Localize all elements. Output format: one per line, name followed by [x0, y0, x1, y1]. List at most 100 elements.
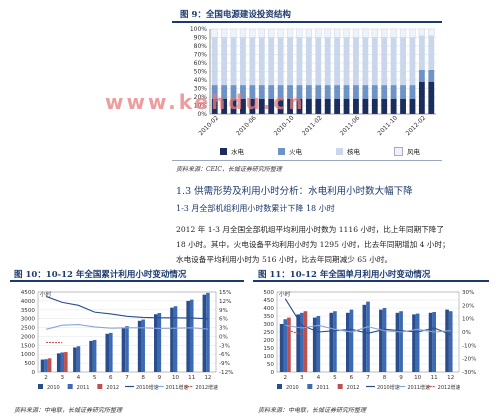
- fig9-bar-核电: [211, 37, 218, 86]
- y-right-tick-label: -12%: [219, 370, 233, 376]
- figure-9-x-ticks: 2010-02 2010-06 2010-10 2011-02 2011-06 2011-…: [197, 113, 436, 137]
- fig9-bar-核电: [258, 37, 265, 86]
- legend-hydro: 水电: [220, 146, 244, 156]
- fig9-bar-风电: [352, 28, 360, 38]
- fig9-bar-风电: [399, 28, 407, 38]
- fig9-bar-核电: [428, 35, 435, 70]
- bar-2011: [399, 311, 403, 372]
- fig9-bar-水电: [240, 98, 246, 114]
- fig9-bar-风电: [211, 28, 218, 38]
- fig9-bar-核电: [400, 37, 406, 86]
- bar-2010: [362, 304, 367, 372]
- fig9-bar-水电: [315, 98, 322, 114]
- legend-label: 2012增速: [195, 384, 218, 391]
- fig9-y-tick-label: 80%: [194, 43, 208, 50]
- legend-label-nuclear: 核电: [347, 148, 360, 156]
- fig9-bar-核电: [305, 37, 312, 86]
- y-left-tick-label: 4000: [21, 299, 36, 305]
- fig9-bar-风电: [390, 28, 397, 38]
- fig9-bar-火电: [343, 85, 350, 99]
- bar-2010: [345, 312, 350, 372]
- fig9-bar-火电: [334, 85, 341, 99]
- fig9-bar-水电: [230, 98, 237, 114]
- y-right-tick-label: 20%: [462, 303, 474, 309]
- y-left-tick-label: 3000: [21, 317, 36, 323]
- fig9-bar-火电: [249, 85, 256, 99]
- fig9-bar-火电: [287, 85, 293, 99]
- fig9-bar-水电: [258, 98, 265, 114]
- fig9-bar-水电: [409, 98, 416, 114]
- bar-2010: [105, 333, 110, 372]
- fig9-bar-火电: [371, 85, 378, 99]
- fig9-x-tick-label: 2010-10: [273, 114, 296, 137]
- legend-label: 2011增速: [166, 384, 189, 391]
- fig9-bar-风电: [324, 28, 331, 38]
- fig9-x-tick-label: 2011-06: [339, 114, 362, 137]
- fig9-x-tick-label: 2011-02: [301, 114, 324, 137]
- fig9-bar-火电: [315, 85, 322, 99]
- x-tick-label: 10: [172, 375, 180, 381]
- bar-2010: [296, 314, 300, 372]
- fig9-bar-核电: [418, 35, 425, 70]
- legend-label: 2010增速: [136, 384, 159, 391]
- figure-10-source: 资料来源：中电联，长城证券研究所整理: [14, 407, 123, 414]
- y-right-tick-label: -20%: [462, 357, 476, 363]
- x-tick-label: 11: [431, 375, 439, 381]
- legend-swatch-wind: [394, 146, 403, 156]
- bar-2011: [92, 340, 97, 372]
- figure-10-chart: 4500 4000 3500 3000 2500 2000 1500 1000 500 0 15% 1…: [21, 290, 234, 391]
- bar-2010: [312, 317, 317, 372]
- legend-label: 2012: [106, 385, 119, 391]
- bar-2010: [412, 314, 416, 372]
- figure-10-top-rule: [10, 280, 244, 282]
- legend-swatch: [307, 384, 313, 389]
- legend-label: 2010: [47, 385, 60, 391]
- fig9-bar-风电: [221, 28, 228, 38]
- bar-2010: [121, 327, 126, 372]
- fig9-bar-火电: [324, 85, 331, 99]
- fig9-bar-核电: [268, 37, 275, 86]
- fig9-bar-水电: [249, 98, 256, 114]
- fig9-bar-火电: [362, 85, 369, 99]
- section-subheading: 1-3 月全部机组利用小时数累计下降 18 小时: [176, 204, 335, 213]
- fig9-bar-水电: [296, 98, 303, 114]
- fig9-bar-火电: [258, 85, 265, 99]
- fig9-bar-水电: [324, 98, 331, 114]
- paragraph-line-1: 2012 年 1-3 月全国全部机组平均利用小时数为 1116 小时，比上年同期…: [176, 225, 444, 234]
- y-right-tick-label: -10%: [462, 343, 476, 349]
- figure-11-source: 资料来源：中电联，长城证券研究所整理: [258, 407, 367, 414]
- bar-2011: [60, 352, 65, 372]
- figure-9-bottom-rule: [172, 160, 442, 161]
- bar-2010: [137, 320, 142, 372]
- fig9-bar-火电: [230, 85, 237, 99]
- fig9-bar-风电: [362, 28, 369, 38]
- bar-2011: [432, 312, 437, 372]
- y-left-tick-label: 200: [263, 338, 274, 344]
- x-tick-label: 5: [93, 375, 97, 381]
- legend-swatch: [277, 384, 282, 389]
- legend-label: 2010: [286, 385, 299, 391]
- fig9-bar-风电: [258, 28, 265, 38]
- bar-2011: [141, 319, 145, 372]
- fig9-bar-核电: [249, 37, 256, 86]
- bar-2011: [382, 308, 387, 372]
- bar-2010: [56, 353, 61, 372]
- section-heading: 1.3 供需形势及利用小时分析：水电利用小时数大幅下降: [176, 186, 413, 197]
- bar-2011: [125, 326, 129, 372]
- bar-2011: [333, 311, 337, 372]
- fig9-x-tick-label: 2011-10: [376, 114, 399, 137]
- y-left-tick-label: 400: [263, 306, 274, 312]
- x-tick-label: 12: [204, 375, 211, 381]
- bar-2011: [44, 359, 48, 372]
- fig9-bar-核电: [362, 37, 369, 86]
- fig9-bar-核电: [221, 37, 228, 86]
- y-left-tick-label: 1000: [21, 352, 36, 358]
- fig9-bar-火电: [221, 85, 228, 99]
- fig9-bar-火电: [409, 85, 416, 99]
- y-right-tick-label: 6%: [219, 317, 228, 323]
- fig9-bar-核电: [390, 37, 397, 86]
- x-tick-label: 12: [447, 375, 454, 381]
- fig9-bar-核电: [343, 37, 350, 86]
- y-right-tick-label: -9%: [219, 361, 230, 367]
- bar-2010: [202, 294, 207, 372]
